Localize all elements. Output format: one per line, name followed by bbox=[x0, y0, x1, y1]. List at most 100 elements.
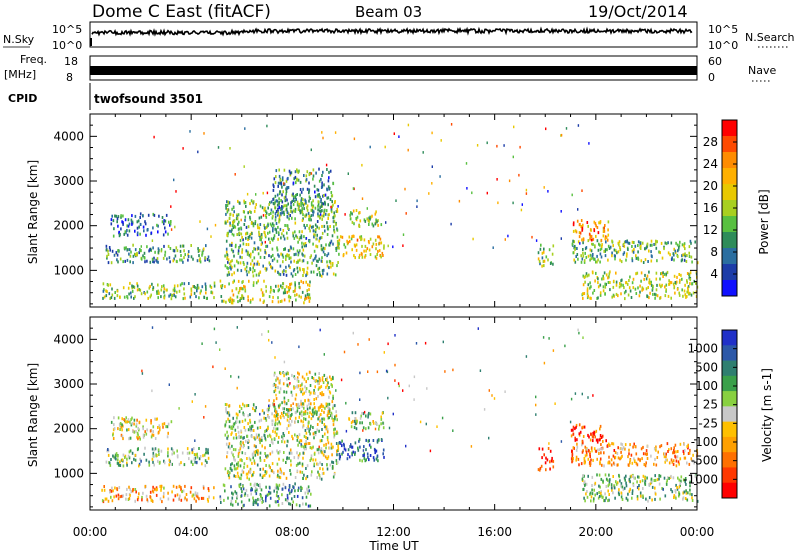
data-cell bbox=[337, 261, 339, 264]
data-cell bbox=[287, 286, 290, 289]
data-cell bbox=[307, 211, 310, 215]
data-cell bbox=[241, 294, 243, 298]
data-cell bbox=[319, 392, 322, 396]
data-cell bbox=[285, 265, 287, 269]
data-cell bbox=[354, 452, 356, 456]
data-cell bbox=[351, 453, 353, 457]
data-cell bbox=[128, 248, 131, 252]
data-cell bbox=[127, 498, 130, 501]
data-cell bbox=[668, 279, 670, 283]
data-cell bbox=[428, 192, 430, 195]
data-cell bbox=[314, 223, 317, 227]
data-cell bbox=[302, 425, 304, 429]
data-cell bbox=[560, 210, 562, 213]
data-cell bbox=[593, 447, 596, 451]
scatter-region bbox=[349, 209, 383, 228]
data-cell bbox=[246, 472, 249, 476]
data-cell bbox=[237, 430, 240, 434]
data-cell bbox=[127, 419, 130, 423]
data-cell bbox=[470, 445, 473, 448]
data-cell bbox=[642, 445, 644, 449]
data-cell bbox=[305, 431, 308, 435]
data-cell bbox=[273, 489, 275, 493]
data-cell bbox=[660, 285, 662, 289]
data-cell bbox=[577, 257, 579, 261]
data-cell bbox=[283, 182, 286, 186]
data-cell bbox=[300, 410, 303, 414]
data-cell bbox=[659, 251, 661, 255]
data-cell bbox=[277, 404, 280, 408]
data-cell bbox=[655, 445, 657, 449]
data-cell bbox=[298, 285, 301, 289]
data-cell bbox=[627, 492, 629, 496]
data-cell bbox=[416, 205, 418, 208]
data-cell bbox=[224, 254, 226, 258]
data-cell bbox=[195, 295, 197, 299]
data-cell bbox=[520, 208, 523, 212]
data-cell bbox=[109, 297, 111, 300]
data-cell bbox=[268, 230, 271, 234]
data-cell bbox=[290, 246, 292, 250]
data-cell bbox=[260, 288, 263, 292]
data-cell bbox=[326, 438, 329, 442]
data-cell bbox=[119, 257, 122, 261]
data-cell bbox=[351, 220, 354, 224]
data-cell bbox=[228, 217, 231, 220]
data-cell bbox=[601, 463, 603, 467]
data-cell bbox=[139, 232, 141, 236]
data-cell bbox=[644, 482, 647, 486]
data-cell bbox=[130, 291, 132, 295]
data-cell bbox=[163, 290, 165, 294]
data-cell bbox=[199, 291, 202, 295]
data-cell bbox=[148, 460, 150, 464]
data-cell bbox=[590, 296, 592, 300]
data-cell bbox=[635, 254, 637, 258]
data-cell bbox=[238, 289, 241, 293]
data-cell bbox=[321, 409, 323, 412]
data-cell bbox=[254, 222, 256, 226]
data-cell bbox=[600, 255, 603, 259]
data-cell bbox=[633, 248, 635, 251]
data-cell bbox=[301, 413, 303, 417]
data-cell bbox=[190, 289, 193, 293]
data-cell bbox=[219, 495, 222, 499]
data-cell bbox=[320, 186, 323, 189]
data-cell bbox=[235, 243, 237, 247]
data-cell bbox=[415, 342, 418, 345]
data-cell bbox=[243, 503, 245, 507]
data-cell bbox=[230, 502, 232, 506]
data-cell bbox=[131, 461, 133, 465]
data-cell bbox=[151, 457, 154, 461]
data-cell bbox=[183, 249, 185, 253]
data-cell bbox=[292, 181, 295, 185]
data-cell bbox=[171, 490, 173, 494]
data-cell bbox=[306, 475, 309, 478]
data-cell bbox=[593, 497, 595, 501]
data-cell bbox=[339, 235, 342, 239]
data-cell bbox=[549, 460, 551, 464]
data-cell bbox=[162, 256, 165, 260]
data-cell bbox=[240, 473, 243, 477]
data-cell bbox=[118, 230, 120, 234]
data-cell bbox=[338, 246, 340, 250]
data-cell bbox=[165, 425, 167, 429]
data-cell bbox=[666, 478, 668, 482]
data-cell bbox=[387, 244, 389, 248]
data-cell bbox=[305, 502, 307, 506]
data-cell bbox=[107, 448, 109, 451]
data-cell bbox=[660, 444, 663, 448]
data-cell bbox=[290, 404, 292, 408]
data-cell bbox=[603, 464, 605, 468]
data-cell bbox=[251, 424, 254, 428]
data-cell bbox=[367, 413, 370, 417]
data-cell bbox=[281, 471, 283, 475]
data-cell bbox=[132, 261, 134, 265]
data-cell bbox=[310, 218, 312, 222]
data-cell bbox=[603, 229, 606, 233]
data-cell bbox=[205, 297, 208, 300]
frequency-strip: Freq. [MHz] 18 8 60 0 Nave bbox=[4, 53, 776, 84]
data-cell bbox=[637, 475, 639, 479]
data-cell bbox=[150, 419, 152, 423]
data-cell bbox=[319, 216, 321, 220]
data-cell bbox=[621, 278, 623, 282]
